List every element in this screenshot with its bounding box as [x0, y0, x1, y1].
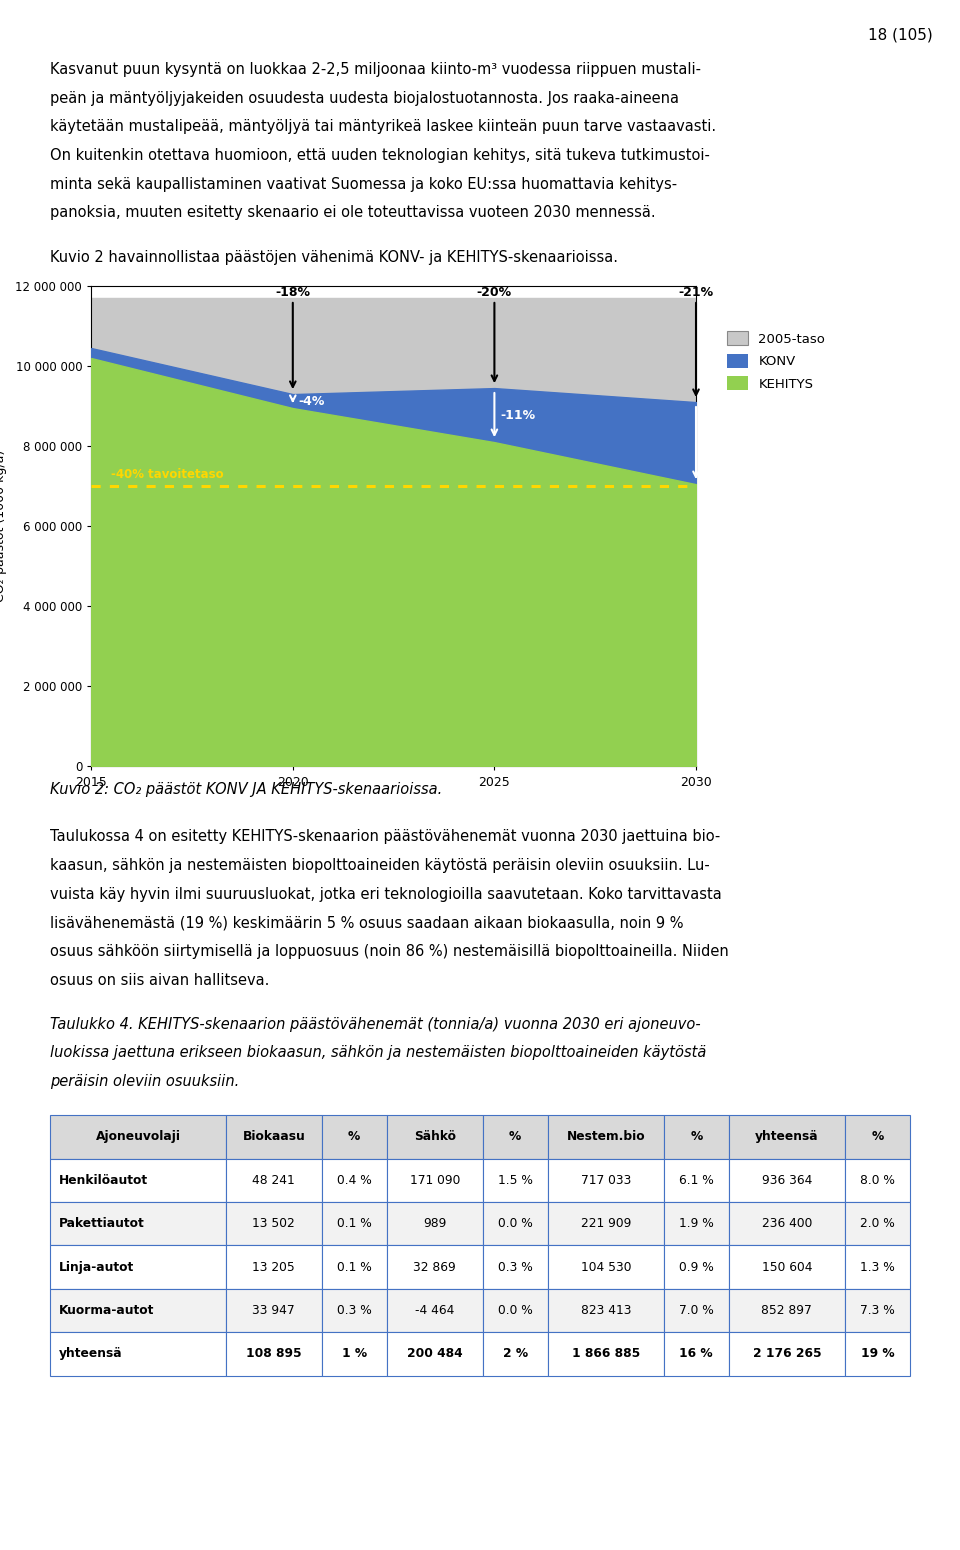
Text: -19%: -19% — [702, 437, 737, 450]
Text: Sähkö: Sähkö — [414, 1130, 456, 1144]
Text: 13 205: 13 205 — [252, 1260, 295, 1274]
Text: osuus sähköön siirtymisellä ja loppuosuus (noin 86 %) nestemäisillä biopolttoain: osuus sähköön siirtymisellä ja loppuosuu… — [50, 944, 729, 959]
Text: 2 %: 2 % — [503, 1347, 528, 1361]
Text: osuus on siis aivan hallitseva.: osuus on siis aivan hallitseva. — [50, 972, 270, 987]
Text: 108 895: 108 895 — [246, 1347, 301, 1361]
Text: 823 413: 823 413 — [581, 1304, 631, 1318]
Text: 150 604: 150 604 — [761, 1260, 812, 1274]
Y-axis label: CO₂-päästöt (1000 kg/a): CO₂-päästöt (1000 kg/a) — [0, 449, 7, 603]
Text: Biokaasu: Biokaasu — [242, 1130, 305, 1144]
Text: panoksia, muuten esitetty skenaario ei ole toteuttavissa vuoteen 2030 mennessä.: panoksia, muuten esitetty skenaario ei o… — [50, 205, 656, 220]
Text: -20%: -20% — [477, 287, 512, 299]
Text: 16 %: 16 % — [680, 1347, 713, 1361]
Text: 0.3 %: 0.3 % — [337, 1304, 372, 1318]
Text: 104 530: 104 530 — [581, 1260, 631, 1274]
Text: 13 502: 13 502 — [252, 1217, 295, 1231]
Text: 852 897: 852 897 — [761, 1304, 812, 1318]
Text: 936 364: 936 364 — [761, 1173, 812, 1187]
Text: 0.1 %: 0.1 % — [337, 1217, 372, 1231]
Text: 8.0 %: 8.0 % — [860, 1173, 895, 1187]
Text: 32 869: 32 869 — [414, 1260, 456, 1274]
Text: 1.9 %: 1.9 % — [679, 1217, 713, 1231]
Text: 200 484: 200 484 — [407, 1347, 463, 1361]
Text: 19 %: 19 % — [860, 1347, 894, 1361]
Text: kaasun, sähkön ja nestemäisten biopolttoaineiden käytöstä peräisin oleviin osuuk: kaasun, sähkön ja nestemäisten biopoltto… — [50, 857, 709, 873]
Text: -11%: -11% — [500, 409, 536, 422]
Text: Kasvanut puun kysyntä on luokkaa 2-2,5 miljoonaa kiinto-m³ vuodessa riippuen mus: Kasvanut puun kysyntä on luokkaa 2-2,5 m… — [50, 62, 701, 78]
Text: -18%: -18% — [276, 287, 310, 299]
Text: Henkilöautot: Henkilöautot — [59, 1173, 148, 1187]
Text: 236 400: 236 400 — [761, 1217, 812, 1231]
Text: -21%: -21% — [679, 287, 713, 299]
Text: Taulukko 4. KEHITYS-skenaarion päästövähenemät (tonnia/a) vuonna 2030 eri ajoneu: Taulukko 4. KEHITYS-skenaarion päästöväh… — [50, 1017, 701, 1032]
Text: 717 033: 717 033 — [581, 1173, 631, 1187]
Text: 7.3 %: 7.3 % — [860, 1304, 895, 1318]
Text: -4 464: -4 464 — [415, 1304, 454, 1318]
Text: Kuorma-autot: Kuorma-autot — [59, 1304, 155, 1318]
Text: 1.5 %: 1.5 % — [498, 1173, 533, 1187]
Text: 18 (105): 18 (105) — [869, 28, 933, 43]
Text: On kuitenkin otettava huomioon, että uuden teknologian kehitys, sitä tukeva tutk: On kuitenkin otettava huomioon, että uud… — [50, 147, 709, 163]
Text: -4%: -4% — [299, 395, 325, 408]
Text: 48 241: 48 241 — [252, 1173, 295, 1187]
Text: käytetään mustalipeää, mäntyöljyä tai mäntyrikeä laskee kiinteän puun tarve vast: käytetään mustalipeää, mäntyöljyä tai mä… — [50, 119, 716, 135]
Text: Taulukossa 4 on esitetty KEHITYS-skenaarion päästövähenemät vuonna 2030 jaettuin: Taulukossa 4 on esitetty KEHITYS-skenaar… — [50, 829, 720, 845]
Text: 7.0 %: 7.0 % — [679, 1304, 713, 1318]
Text: luokissa jaettuna erikseen biokaasun, sähkön ja nestemäisten biopolttoaineiden k: luokissa jaettuna erikseen biokaasun, sä… — [50, 1045, 707, 1060]
Text: 221 909: 221 909 — [581, 1217, 631, 1231]
Text: 6.1 %: 6.1 % — [679, 1173, 713, 1187]
Text: 0.0 %: 0.0 % — [498, 1217, 533, 1231]
Text: peräisin oleviin osuuksiin.: peräisin oleviin osuuksiin. — [50, 1074, 239, 1090]
Text: -40% tavoitetaso: -40% tavoitetaso — [111, 468, 224, 482]
Text: 0.9 %: 0.9 % — [679, 1260, 713, 1274]
Text: lisävähenemästä (19 %) keskimäärin 5 % osuus saadaan aikaan biokaasulla, noin 9 : lisävähenemästä (19 %) keskimäärin 5 % o… — [50, 914, 684, 930]
Text: vuista käy hyvin ilmi suuruusluokat, jotka eri teknologioilla saavutetaan. Koko : vuista käy hyvin ilmi suuruusluokat, jot… — [50, 887, 722, 902]
Text: 0.4 %: 0.4 % — [337, 1173, 372, 1187]
Text: %: % — [348, 1130, 360, 1144]
Text: peän ja mäntyöljyjakeiden osuudesta uudesta biojalostuotannosta. Jos raaka-ainee: peän ja mäntyöljyjakeiden osuudesta uude… — [50, 90, 679, 105]
Text: 1.3 %: 1.3 % — [860, 1260, 895, 1274]
Text: 0.3 %: 0.3 % — [498, 1260, 533, 1274]
Text: Nestem.bio: Nestem.bio — [566, 1130, 645, 1144]
Text: minta sekä kaupallistaminen vaativat Suomessa ja koko EU:ssa huomattavia kehitys: minta sekä kaupallistaminen vaativat Suo… — [50, 177, 677, 192]
Text: 989: 989 — [423, 1217, 446, 1231]
Text: Pakettiautot: Pakettiautot — [59, 1217, 144, 1231]
Text: 1 %: 1 % — [342, 1347, 367, 1361]
Text: Kuvio 2: CO₂ päästöt KONV JA KEHITYS-skenaarioissa.: Kuvio 2: CO₂ päästöt KONV JA KEHITYS-ske… — [50, 781, 443, 797]
Text: 33 947: 33 947 — [252, 1304, 295, 1318]
Text: yhteensä: yhteensä — [59, 1347, 122, 1361]
Text: yhteensä: yhteensä — [755, 1130, 819, 1144]
Legend: 2005-taso, KONV, KEHITYS: 2005-taso, KONV, KEHITYS — [727, 332, 826, 391]
Text: Kuvio 2 havainnollistaa päästöjen vähenimä KONV- ja KEHITYS-skenaarioissa.: Kuvio 2 havainnollistaa päästöjen väheni… — [50, 250, 618, 265]
Text: 0.0 %: 0.0 % — [498, 1304, 533, 1318]
Text: %: % — [690, 1130, 703, 1144]
Text: 171 090: 171 090 — [410, 1173, 460, 1187]
Text: %: % — [509, 1130, 521, 1144]
Text: 2 176 265: 2 176 265 — [753, 1347, 821, 1361]
Text: 1 866 885: 1 866 885 — [571, 1347, 640, 1361]
Text: 0.1 %: 0.1 % — [337, 1260, 372, 1274]
Text: %: % — [872, 1130, 883, 1144]
Text: Linja-autot: Linja-autot — [59, 1260, 134, 1274]
Text: Ajoneuvolaji: Ajoneuvolaji — [95, 1130, 180, 1144]
Text: 2.0 %: 2.0 % — [860, 1217, 895, 1231]
